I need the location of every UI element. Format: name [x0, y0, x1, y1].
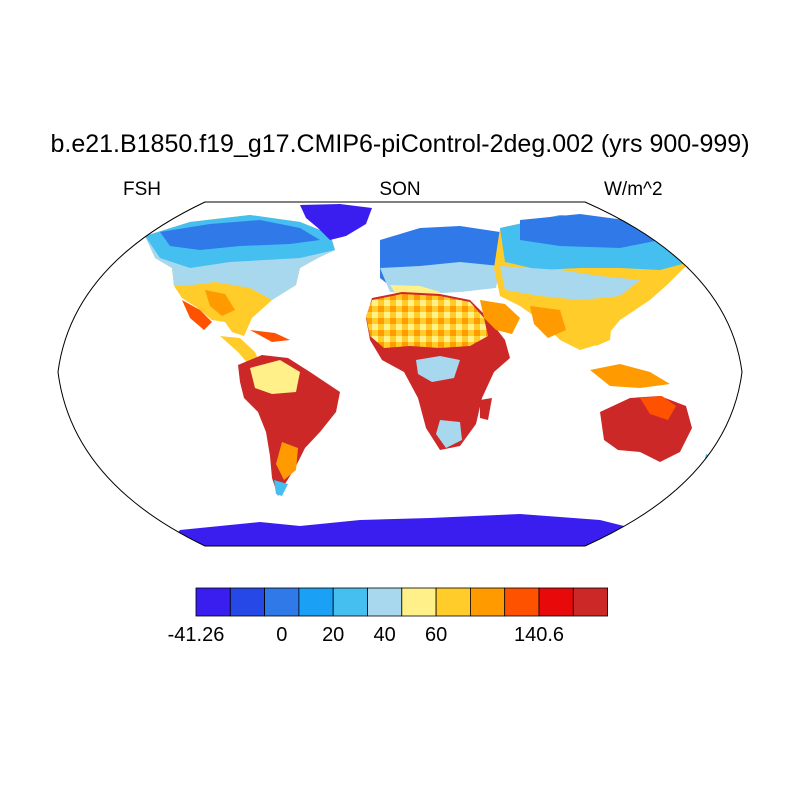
- antarctica-region: [160, 514, 660, 546]
- colorbar-swatch: [298, 587, 334, 617]
- colorbar-swatch: [229, 587, 266, 617]
- plot-title: b.e21.B1850.f19_g17.CMIP6-piControl-2deg…: [50, 130, 750, 158]
- colorbar-label: -41.26: [167, 624, 225, 646]
- colorbar-swatch: [435, 587, 471, 617]
- map-land-layer: [145, 204, 714, 546]
- colorbar-swatch: [264, 587, 300, 617]
- colorbar-swatch: [195, 587, 231, 617]
- colorbar-label: 40: [373, 624, 396, 646]
- colorbar-swatch: [367, 587, 403, 617]
- colorbar-swatch: [332, 587, 368, 617]
- units-label: W/m^2: [604, 179, 663, 200]
- colorbar-label: 60: [424, 624, 448, 646]
- colorbar-swatch: [401, 587, 437, 617]
- variable-label: FSH: [123, 179, 161, 200]
- colorbar-swatch: [572, 587, 608, 617]
- map-border: [57, 201, 743, 547]
- colorbar-label: 20: [322, 624, 345, 646]
- season-label: SON: [379, 179, 421, 200]
- colorbar: [195, 587, 608, 617]
- colorbar-swatch: [504, 587, 540, 617]
- colorbar-swatch: [469, 587, 506, 617]
- colorbar-label: 140.6: [513, 624, 565, 646]
- greenland-region: [300, 204, 372, 240]
- colorbar-swatch: [538, 587, 574, 617]
- colorbar-label: 0: [276, 624, 288, 646]
